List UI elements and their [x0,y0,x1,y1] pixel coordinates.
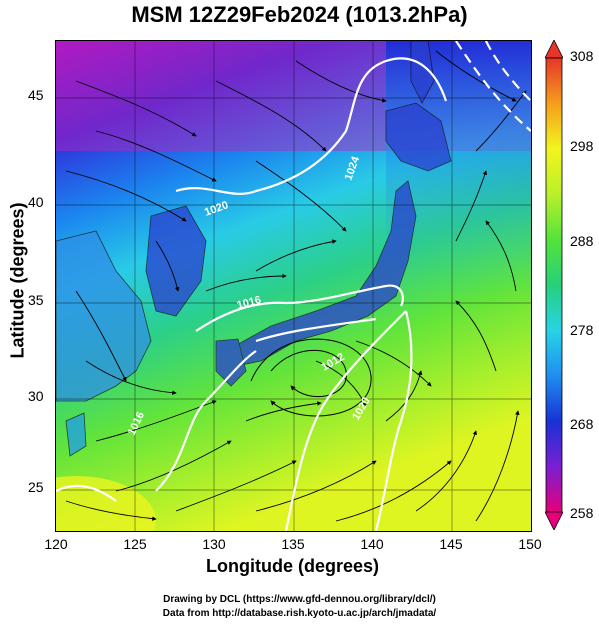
x-tick-label: 145 [439,536,463,552]
y-tick-label: 30 [28,388,44,404]
credit-drawing: Drawing by DCL (https://www.gfd-dennou.o… [163,594,436,605]
colorbar-tick: 288 [570,233,594,249]
wind-streamlines [65,50,527,522]
taiwan [65,412,87,457]
x-tick-label: 140 [360,536,384,552]
hokkaido [385,102,452,172]
color-scale-bar [545,40,563,530]
kyushu [215,338,247,387]
map-title: MSM 12Z29Feb2024 (1013.2hPa) [131,2,468,27]
colorbar-tick: 258 [570,505,594,521]
y-axis-label: Latitude (degrees) [7,202,28,359]
isobars [56,41,531,531]
x-tick-label: 125 [123,536,147,552]
land [56,41,452,457]
korea-peninsula [145,205,207,317]
low-circulation [250,338,372,417]
x-axis-label: Longitude (degrees) [205,556,379,576]
sakhalin [410,41,435,104]
y-tick-label: 25 [28,479,44,495]
mainland-coast [56,230,152,402]
y-tick-label: 45 [28,87,44,103]
colorbar-tick: 278 [570,322,594,338]
x-tick-label: 120 [44,536,68,552]
temperature-map: 1020 1016 1012 1016 1020 1024 [55,40,532,532]
y-tick-label: 40 [28,194,44,210]
colorbar-max-arrow [545,40,563,59]
colorbar-tick: 308 [570,48,594,64]
credit-data: Data from http://database.rish.kyoto-u.a… [162,608,437,619]
x-tick-label: 135 [281,536,305,552]
colorbar-min-arrow [545,511,563,530]
colorbar-gradient [545,57,563,513]
x-tick-label: 130 [202,536,226,552]
colorbar-tick: 298 [570,138,594,154]
x-tick-label: 150 [518,536,542,552]
colorbar-tick: 268 [570,416,594,432]
honshu [225,180,417,367]
y-tick-label: 35 [28,292,44,308]
